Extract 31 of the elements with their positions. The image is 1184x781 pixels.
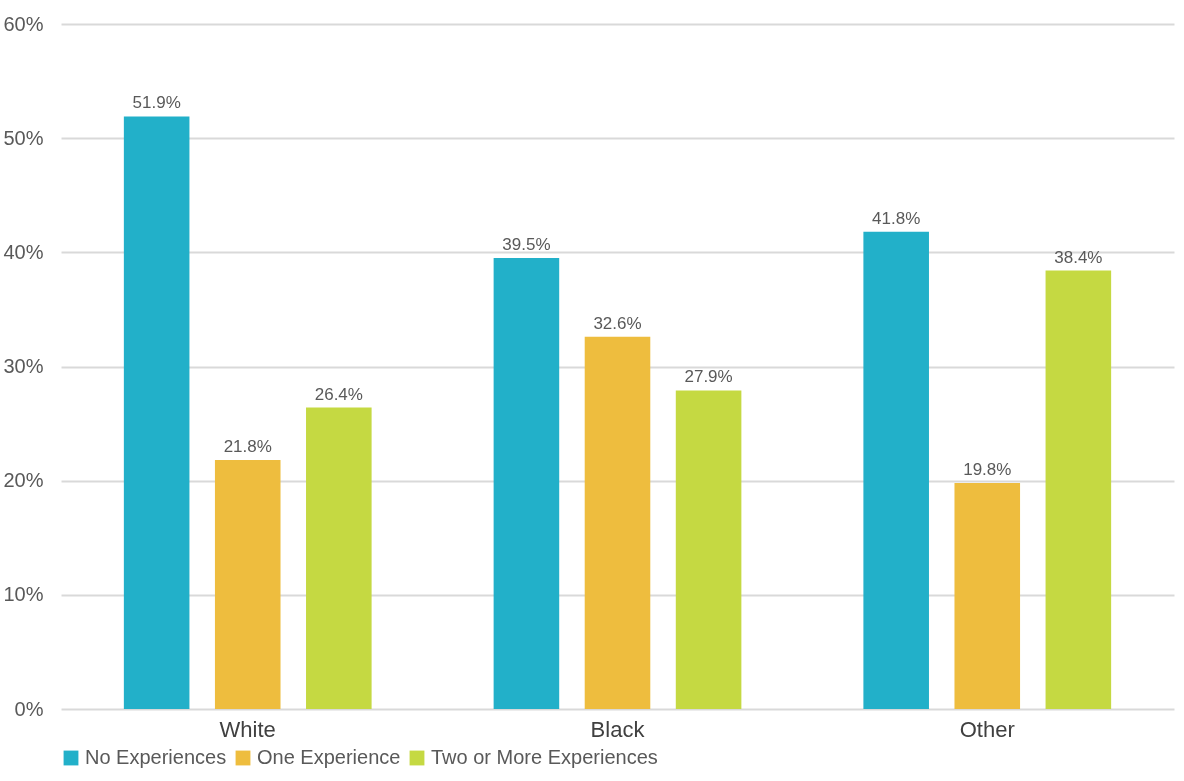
bar bbox=[493, 258, 560, 709]
data-label: 26.4% bbox=[314, 384, 363, 404]
legend-label: One Experience bbox=[257, 746, 401, 768]
y-tick-label: 60% bbox=[3, 12, 44, 35]
bar bbox=[675, 390, 742, 709]
data-label: 39.5% bbox=[502, 235, 551, 255]
x-tick-label: Black bbox=[590, 716, 646, 742]
bar bbox=[1045, 270, 1112, 709]
x-tick-label: Other bbox=[959, 716, 1015, 742]
legend-label: No Experiences bbox=[85, 746, 227, 768]
x-tick-label: White bbox=[219, 716, 276, 742]
data-label: 51.9% bbox=[132, 93, 181, 113]
bar bbox=[214, 460, 281, 709]
bar bbox=[954, 482, 1021, 709]
data-label: 27.9% bbox=[684, 367, 733, 387]
y-tick-label: 40% bbox=[3, 240, 44, 263]
data-label: 19.8% bbox=[963, 459, 1012, 479]
bar bbox=[123, 116, 190, 709]
data-label: 32.6% bbox=[593, 313, 642, 333]
y-tick-label: 50% bbox=[3, 126, 44, 149]
data-label: 21.8% bbox=[223, 437, 272, 457]
bar bbox=[584, 336, 651, 709]
y-tick-label: 20% bbox=[3, 469, 44, 492]
bar bbox=[863, 231, 929, 709]
data-label: 38.4% bbox=[1054, 247, 1103, 267]
data-label: 41.8% bbox=[872, 208, 921, 228]
y-tick-label: 0% bbox=[14, 697, 44, 720]
y-tick-label: 10% bbox=[3, 583, 44, 606]
y-tick-label: 30% bbox=[3, 355, 44, 377]
legend-label: Two or More Experiences bbox=[431, 746, 658, 768]
bar bbox=[306, 407, 372, 709]
